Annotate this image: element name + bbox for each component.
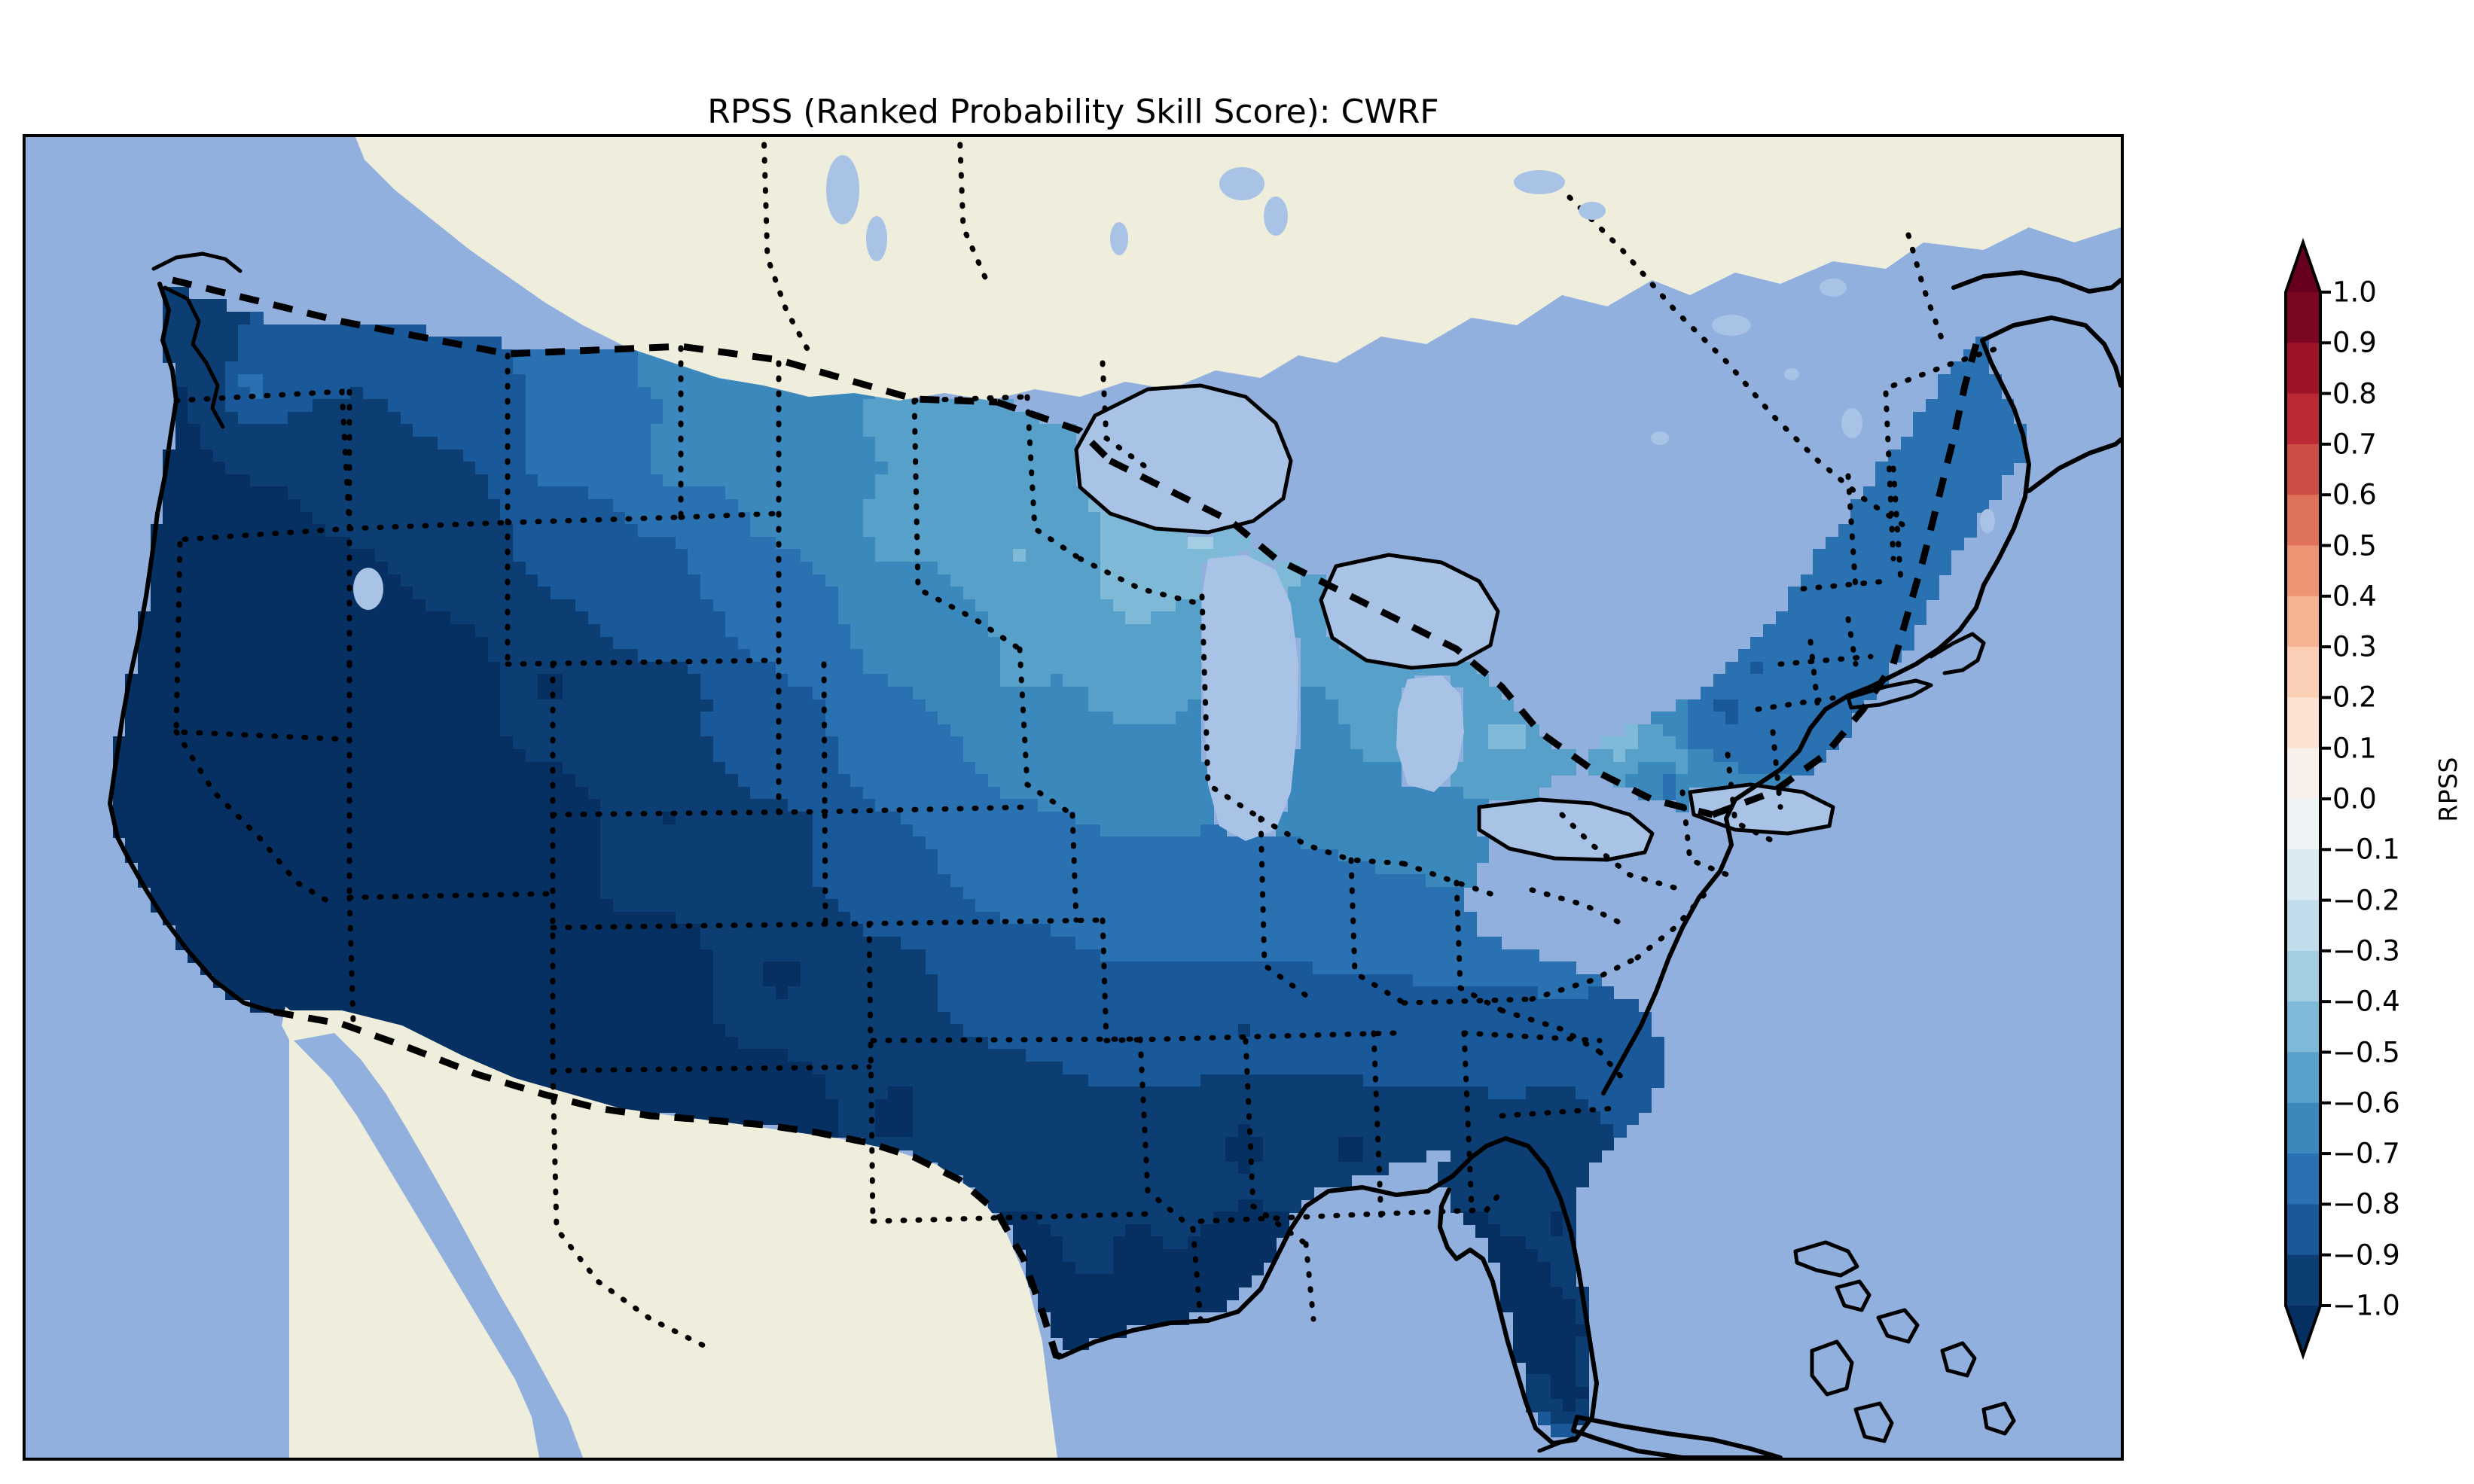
colorbar-tick-label: −0.7 — [2332, 1137, 2400, 1170]
colorbar-tick-label: 0.7 — [2332, 428, 2377, 461]
colorbar-segment — [2286, 748, 2320, 800]
colorbar-tick-label: 0.1 — [2332, 732, 2377, 765]
colorbar-tick-label: −0.3 — [2332, 934, 2400, 967]
colorbar-segment — [2286, 495, 2320, 547]
colorbar-extend-min-arrow — [2286, 1306, 2320, 1355]
map-axes[interactable]: .coast { fill: none; stroke: #000; strok… — [23, 134, 2124, 1461]
country-borders — [171, 137, 1980, 1361]
colorbar-segment — [2286, 343, 2320, 395]
colorbar-tick-label: −0.1 — [2332, 833, 2400, 866]
coastlines — [108, 251, 2121, 1458]
colorbar-segment — [2286, 596, 2320, 648]
mexico-landmass — [282, 1007, 1057, 1458]
colorbar-segment — [2286, 697, 2320, 749]
colorbar-tick-label: 0.5 — [2332, 529, 2377, 562]
colorbar-tick-label: 0.4 — [2332, 580, 2377, 613]
colorbar-segment — [2286, 545, 2320, 597]
colorbar-segment — [2286, 443, 2320, 495]
colorbar-segment — [2286, 900, 2320, 952]
colorbar-extend-max-arrow — [2286, 242, 2320, 292]
colorbar-tick-label: 0.0 — [2332, 782, 2377, 815]
colorbar-tick-label: −0.6 — [2332, 1086, 2400, 1120]
colorbar-segment — [2286, 647, 2320, 698]
colorbar-segment — [2286, 393, 2320, 445]
colorbar-tick-label: −0.5 — [2332, 1036, 2400, 1068]
colorbar-tick-label: 0.8 — [2332, 377, 2377, 410]
colorbar-segment — [2286, 1052, 2320, 1104]
colorbar-tick-label: −0.4 — [2332, 985, 2400, 1018]
colorbar-tick-label: 0.6 — [2332, 478, 2377, 511]
colorbar-segment — [2286, 292, 2320, 343]
colorbar[interactable]: 1.0 0.9 0.8 0.7 0.6 0.5 0.4 0.3 0.2 0.1 0.0 −0.1 −0.… — [2284, 233, 2474, 1363]
colorbar-segment — [2286, 1254, 2320, 1306]
colorbar-segment — [2286, 799, 2320, 850]
colorbar-segment — [2286, 950, 2320, 1002]
colorbar-segment — [2286, 1001, 2320, 1053]
colorbar-segment — [2286, 1153, 2320, 1205]
colorbar-tick-label: 0.3 — [2332, 630, 2377, 663]
colorbar-segment — [2286, 1102, 2320, 1154]
colorbar-tick-label: −0.8 — [2332, 1187, 2400, 1220]
colorbar-segment — [2286, 849, 2320, 901]
colorbar-swatches — [2284, 237, 2331, 1361]
state-borders — [173, 345, 2002, 1348]
page-title: RPSS (Ranked Probability Skill Score): C… — [707, 92, 1439, 131]
colorbar-tick-label: 1.0 — [2332, 276, 2377, 309]
colorbar-tick-label: −0.9 — [2332, 1239, 2400, 1272]
colorbar-tick-label: −0.2 — [2332, 884, 2400, 917]
colorbar-axis-label: RPSS — [2433, 757, 2463, 822]
great-lakes — [1076, 385, 1833, 860]
colorbar-tick-label: 0.9 — [2332, 326, 2377, 359]
gulf-of-california — [294, 1033, 583, 1458]
colorbar-segment — [2286, 1204, 2320, 1256]
map-geography-layer: .coast { fill: none; stroke: #000; strok… — [108, 137, 2121, 1458]
colorbar-tick-label: −1.0 — [2332, 1289, 2400, 1322]
colorbar-tick-label: 0.2 — [2332, 681, 2377, 714]
inland-lakes — [353, 155, 1995, 610]
